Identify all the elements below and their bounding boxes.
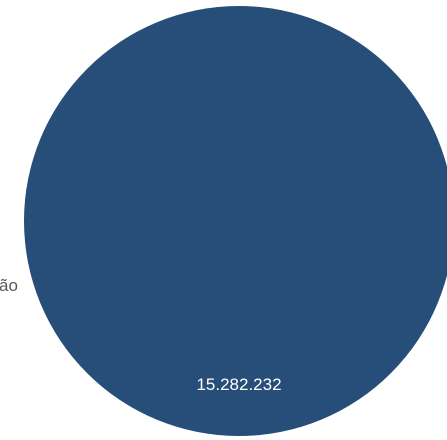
pie-slice xyxy=(24,6,447,436)
category-label: ão xyxy=(0,276,18,295)
pie-slices xyxy=(24,6,447,436)
slice-data-label: 15.282.232 xyxy=(196,375,281,394)
